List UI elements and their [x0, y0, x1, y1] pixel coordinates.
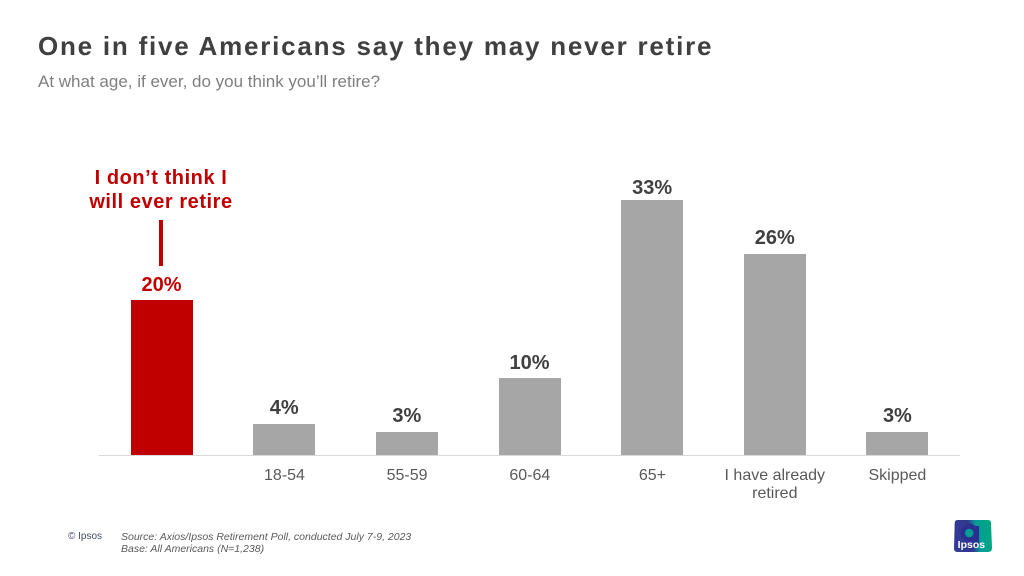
svg-text:Ipsos: Ipsos — [958, 539, 986, 551]
